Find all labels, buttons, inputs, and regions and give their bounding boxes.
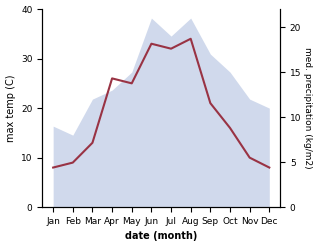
Y-axis label: max temp (C): max temp (C) <box>5 74 16 142</box>
X-axis label: date (month): date (month) <box>125 231 197 242</box>
Y-axis label: med. precipitation (kg/m2): med. precipitation (kg/m2) <box>303 47 313 169</box>
